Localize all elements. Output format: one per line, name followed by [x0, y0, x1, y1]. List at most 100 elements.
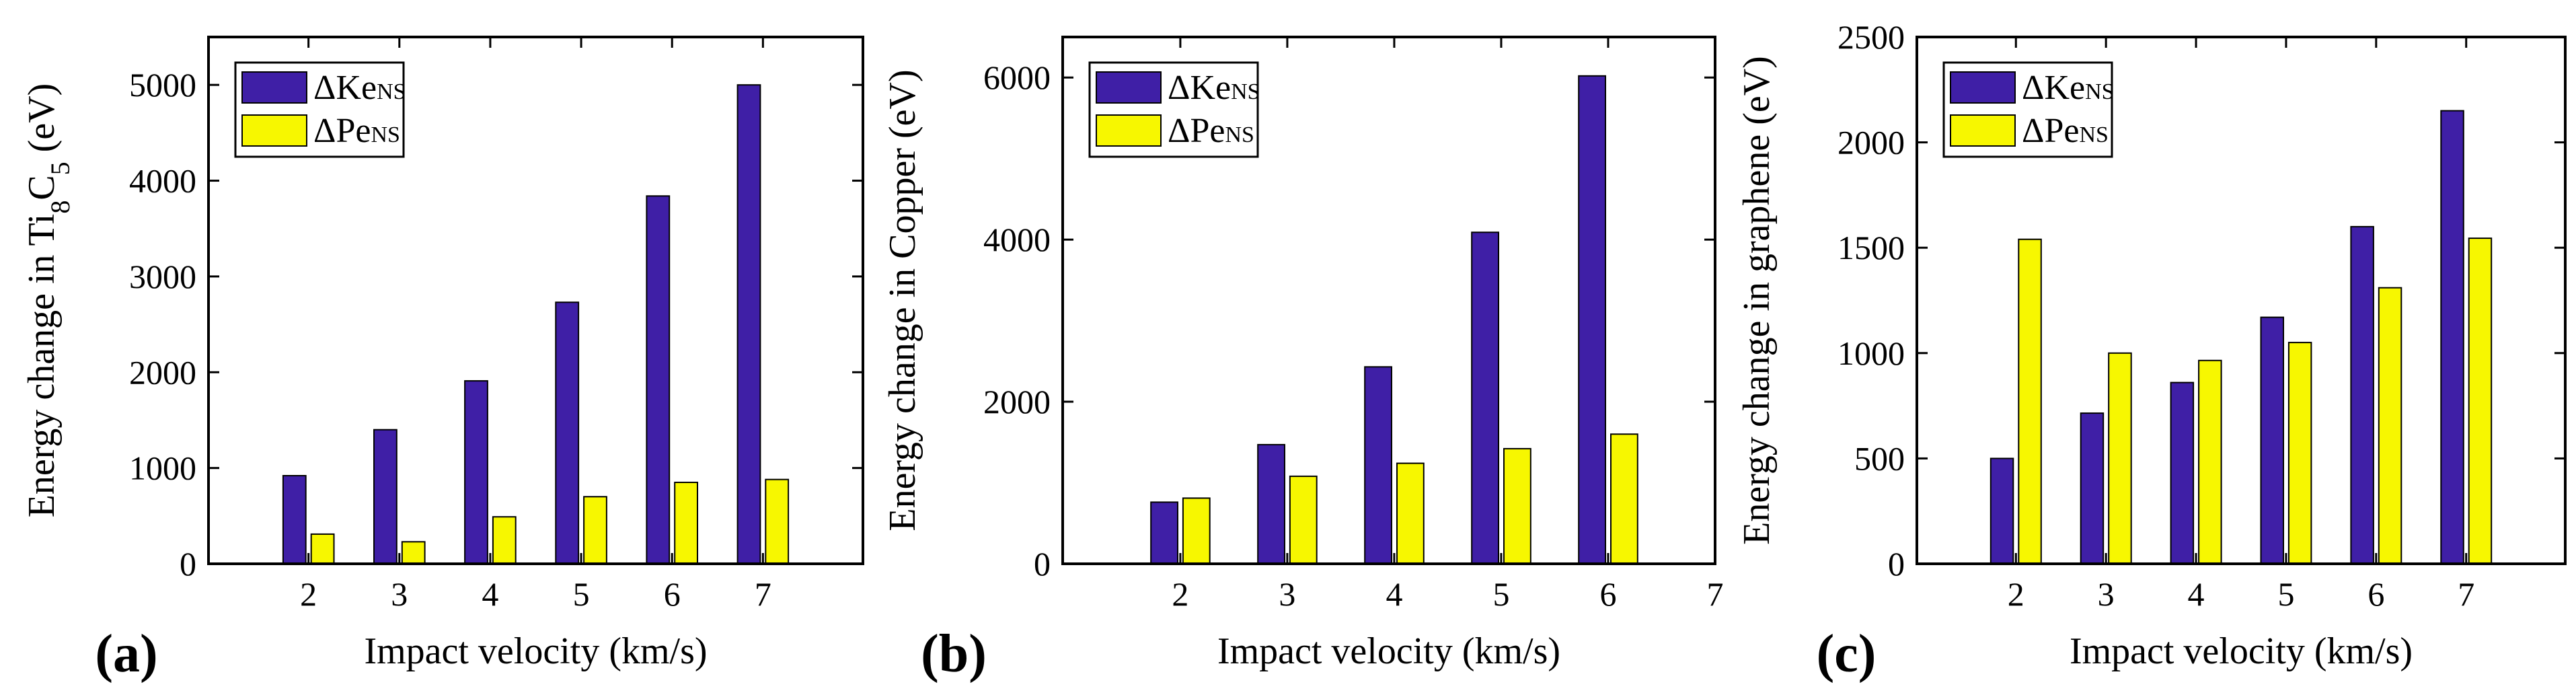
plot-frame: [1916, 36, 2567, 565]
y-axis-label-sub2: 5: [45, 161, 75, 175]
bar-pe-7: [2468, 237, 2493, 564]
x-tick-label: 7: [755, 575, 771, 613]
bar-pe-6: [2378, 287, 2402, 564]
y-tick-label: 2000: [129, 353, 196, 391]
bar-ke-2: [1150, 501, 1178, 565]
y-tick-label: 1000: [129, 449, 196, 487]
y-tick-label: 2000: [1838, 124, 1905, 161]
x-tick-label: 6: [1599, 575, 1616, 613]
bar-ke-4: [2170, 381, 2195, 564]
x-axis-label: Impact velocity (km/s): [1217, 630, 1560, 672]
legend-label-sub: NS: [1231, 79, 1260, 104]
bar-ke-6: [2350, 225, 2374, 564]
legend-label-main: ΔKe: [1168, 69, 1231, 107]
x-tick-label: 2: [1172, 575, 1188, 613]
bar-ke-2: [1990, 457, 2014, 565]
x-tick-label: 4: [1386, 575, 1402, 613]
bar-ke-7: [736, 84, 761, 564]
y-axis-label: Energy change in graphene (eV): [1736, 56, 1778, 545]
legend-label-ke: ΔKeNS: [313, 69, 406, 107]
y-tick-label: 1500: [1838, 229, 1905, 266]
y-tick-label: 4000: [129, 162, 196, 200]
bar-ke-3: [1257, 443, 1285, 565]
plot-frame: [207, 36, 864, 565]
legend-label-pe: ΔPeNS: [2022, 112, 2109, 150]
y-tick-label: 2000: [983, 383, 1051, 420]
legend-label-sub: NS: [1225, 122, 1254, 147]
legend-swatch-pe: [241, 114, 307, 147]
panel-label: (a): [95, 624, 157, 684]
legend-label-main: ΔKe: [2022, 69, 2085, 107]
y-axis-label-main: Energy change in Copper (eV): [882, 69, 923, 531]
bar-ke-4: [464, 380, 488, 564]
y-tick-label: 1000: [1838, 334, 1905, 372]
bar-pe-2: [310, 533, 335, 565]
x-tick-label: 4: [482, 575, 498, 613]
y-tick-label: 4000: [983, 221, 1051, 258]
legend-label-pe: ΔPeNS: [1168, 112, 1254, 150]
legend-label-ke: ΔKeNS: [1168, 69, 1260, 107]
legend-swatch-ke: [1096, 71, 1162, 104]
y-tick-label: 0: [180, 545, 196, 583]
legend-label-sub: NS: [377, 79, 406, 104]
legend-label-main: ΔPe: [2022, 112, 2079, 150]
legend-swatch-ke: [241, 71, 307, 104]
y-axis-label-tail: (eV): [21, 83, 63, 162]
legend-swatch-pe: [1096, 114, 1162, 147]
bar-pe-4: [492, 516, 517, 565]
x-axis-label: Impact velocity (km/s): [364, 630, 707, 672]
panel-label: (b): [921, 624, 987, 684]
x-axis-label: Impact velocity (km/s): [2070, 630, 2413, 672]
bar-ke-2: [282, 475, 307, 564]
legend-label-main: ΔPe: [313, 112, 371, 150]
legend-label-ke: ΔKeNS: [2022, 69, 2115, 107]
x-tick-label: 3: [2098, 575, 2115, 613]
x-tick-label: 6: [664, 575, 681, 613]
bar-ke-5: [2260, 316, 2284, 564]
x-tick-label: 5: [1492, 575, 1509, 613]
bar-pe-3: [2108, 352, 2132, 564]
x-tick-label: 7: [2458, 575, 2474, 613]
bar-pe-4: [1396, 462, 1425, 564]
chart-panel-0: 2 3 4 5 6 7 0 1000 2000 3000 4000 5000 Impact veloci…: [21, 36, 864, 684]
plot-frame: [1061, 36, 1716, 565]
bar-pe-7: [765, 478, 790, 565]
legend: ΔKeNS ΔPeNS: [234, 61, 406, 158]
x-tick-label: 2: [300, 575, 317, 613]
y-tick-label: 6000: [983, 59, 1051, 96]
x-tick-label: 3: [1279, 575, 1295, 613]
legend-label-pe: ΔPeNS: [313, 112, 400, 150]
bar-ke-6: [646, 195, 671, 564]
y-axis-label-sub1: 8: [45, 200, 75, 214]
y-axis-label-mid: C: [21, 175, 63, 200]
bar-pe-6: [674, 482, 699, 564]
bar-ke-4: [1364, 366, 1392, 564]
y-axis-label: Energy change in Copper (eV): [882, 69, 923, 531]
y-tick-label: 3000: [129, 258, 196, 295]
x-tick-label: 3: [391, 575, 408, 613]
chart-panel-2: 2 3 4 5 6 7 0 500 1000 1500 2000 2500 Impact velocit…: [1736, 18, 2567, 684]
legend-label-sub: NS: [2079, 122, 2108, 147]
x-tick-label: 7: [1707, 575, 1724, 613]
bar-pe-3: [401, 541, 426, 564]
bar-ke-3: [2080, 412, 2105, 564]
x-tick-label: 6: [2367, 575, 2384, 613]
legend-swatch-pe: [1950, 114, 2016, 147]
bar-pe-5: [2287, 342, 2312, 564]
bar-ke-5: [1471, 231, 1499, 564]
legend-label-sub: NS: [2085, 79, 2114, 104]
y-axis-label-main: Energy change in graphene (eV): [1736, 56, 1778, 545]
y-tick-label: 2500: [1838, 18, 1905, 56]
bar-pe-6: [1610, 433, 1638, 564]
y-tick-label: 0: [1034, 545, 1051, 583]
y-tick-label: 5000: [129, 66, 196, 104]
bar-ke-3: [373, 429, 397, 565]
bar-ke-7: [2440, 110, 2464, 565]
x-tick-label: 4: [2188, 575, 2205, 613]
legend-label-sub: NS: [371, 122, 400, 147]
bar-pe-2: [2018, 238, 2042, 564]
chart-panel-1: 2 3 4 5 6 7 0 2000 4000 6000 Impact velocity (km/s…: [882, 36, 1724, 684]
bar-ke-6: [1578, 75, 1606, 565]
